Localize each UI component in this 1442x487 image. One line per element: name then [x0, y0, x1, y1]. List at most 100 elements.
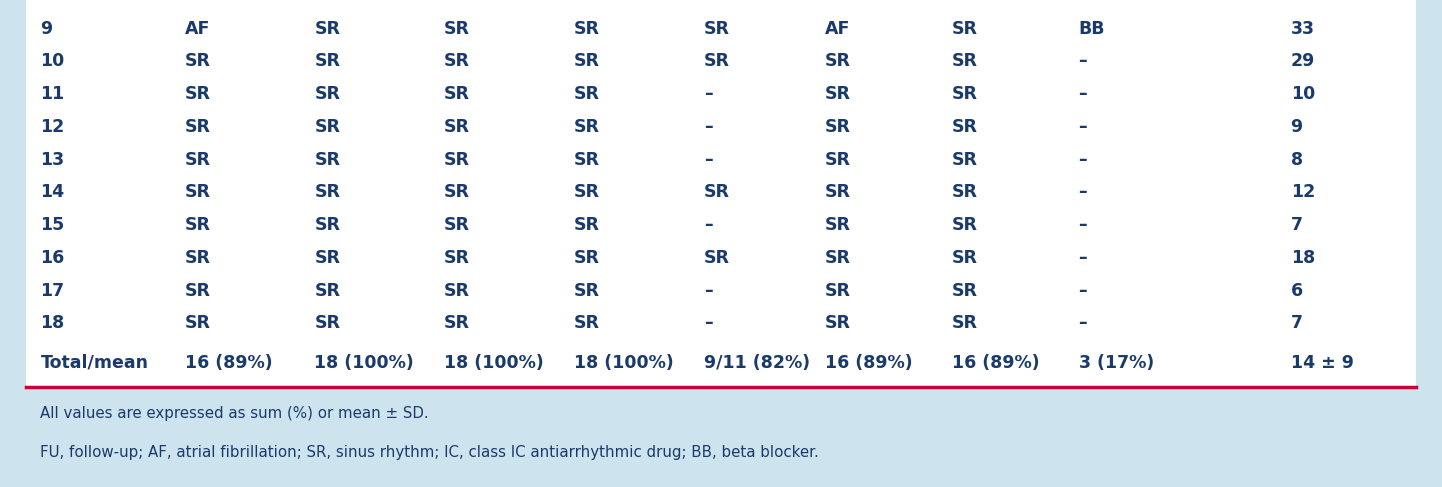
Text: SR: SR — [314, 249, 340, 267]
Text: SR: SR — [825, 150, 851, 169]
Text: SR: SR — [825, 52, 851, 70]
Text: SR: SR — [952, 216, 978, 234]
Text: SR: SR — [314, 52, 340, 70]
Text: SR: SR — [574, 150, 600, 169]
FancyBboxPatch shape — [0, 387, 1442, 487]
Text: SR: SR — [444, 314, 470, 332]
Text: SR: SR — [952, 118, 978, 136]
Text: SR: SR — [185, 216, 211, 234]
Text: SR: SR — [825, 314, 851, 332]
Text: SR: SR — [574, 314, 600, 332]
Text: SR: SR — [444, 19, 470, 37]
Text: SR: SR — [952, 281, 978, 300]
Text: 12: 12 — [40, 118, 65, 136]
Text: SR: SR — [952, 85, 978, 103]
Text: –: – — [1079, 118, 1087, 136]
Text: 6: 6 — [1291, 281, 1302, 300]
Text: AF: AF — [825, 19, 851, 37]
Text: 15: 15 — [40, 216, 65, 234]
Text: SR: SR — [574, 19, 600, 37]
Text: 7: 7 — [1291, 216, 1302, 234]
Text: SR: SR — [444, 85, 470, 103]
Text: 14: 14 — [40, 183, 65, 201]
Text: 9: 9 — [1291, 118, 1302, 136]
Text: Total/mean: Total/mean — [40, 354, 149, 372]
Text: SR: SR — [314, 85, 340, 103]
Text: –: – — [704, 314, 712, 332]
Text: SR: SR — [314, 183, 340, 201]
Text: SR: SR — [185, 118, 211, 136]
Text: SR: SR — [185, 183, 211, 201]
Text: 17: 17 — [40, 281, 65, 300]
Text: –: – — [1079, 85, 1087, 103]
Text: 18 (100%): 18 (100%) — [444, 354, 544, 372]
Text: –: – — [704, 150, 712, 169]
Text: AF: AF — [185, 19, 211, 37]
Text: –: – — [1079, 183, 1087, 201]
Text: –: – — [1079, 150, 1087, 169]
Text: SR: SR — [444, 249, 470, 267]
Text: SR: SR — [185, 281, 211, 300]
Text: SR: SR — [952, 249, 978, 267]
Text: SR: SR — [825, 249, 851, 267]
Text: –: – — [704, 85, 712, 103]
Text: SR: SR — [314, 216, 340, 234]
Text: SR: SR — [314, 314, 340, 332]
Text: 18: 18 — [40, 314, 65, 332]
Text: SR: SR — [952, 150, 978, 169]
Text: SR: SR — [825, 85, 851, 103]
Text: SR: SR — [825, 281, 851, 300]
Text: 16 (89%): 16 (89%) — [825, 354, 913, 372]
Text: 33: 33 — [1291, 19, 1315, 37]
Text: SR: SR — [314, 281, 340, 300]
Text: –: – — [704, 216, 712, 234]
Text: 16: 16 — [40, 249, 65, 267]
Text: SR: SR — [314, 19, 340, 37]
Text: SR: SR — [825, 118, 851, 136]
Text: SR: SR — [704, 52, 730, 70]
Text: 7: 7 — [1291, 314, 1302, 332]
Text: SR: SR — [704, 19, 730, 37]
Text: SR: SR — [952, 52, 978, 70]
Text: SR: SR — [185, 52, 211, 70]
Text: 8: 8 — [1291, 150, 1302, 169]
Text: –: – — [1079, 216, 1087, 234]
Text: 29: 29 — [1291, 52, 1315, 70]
Text: SR: SR — [574, 183, 600, 201]
Text: 10: 10 — [1291, 85, 1315, 103]
Text: BB: BB — [1079, 19, 1105, 37]
Text: 16 (89%): 16 (89%) — [185, 354, 273, 372]
Text: SR: SR — [825, 183, 851, 201]
Text: SR: SR — [952, 183, 978, 201]
Text: SR: SR — [314, 118, 340, 136]
Text: SR: SR — [185, 314, 211, 332]
Text: 18 (100%): 18 (100%) — [314, 354, 414, 372]
Text: SR: SR — [444, 281, 470, 300]
Text: FU, follow-up; AF, atrial fibrillation; SR, sinus rhythm; IC, class IC antiarrhy: FU, follow-up; AF, atrial fibrillation; … — [40, 446, 819, 460]
Text: SR: SR — [952, 19, 978, 37]
Text: –: – — [1079, 314, 1087, 332]
Text: SR: SR — [704, 249, 730, 267]
Text: –: – — [704, 281, 712, 300]
Text: SR: SR — [574, 249, 600, 267]
Text: SR: SR — [574, 118, 600, 136]
Text: SR: SR — [574, 281, 600, 300]
Text: SR: SR — [185, 85, 211, 103]
Text: 16 (89%): 16 (89%) — [952, 354, 1040, 372]
Text: SR: SR — [444, 118, 470, 136]
Text: SR: SR — [185, 150, 211, 169]
Text: SR: SR — [444, 216, 470, 234]
Text: 13: 13 — [40, 150, 65, 169]
Text: SR: SR — [314, 150, 340, 169]
Text: SR: SR — [444, 183, 470, 201]
Text: 12: 12 — [1291, 183, 1315, 201]
Text: –: – — [1079, 281, 1087, 300]
Text: SR: SR — [825, 216, 851, 234]
Text: 18 (100%): 18 (100%) — [574, 354, 673, 372]
Text: 11: 11 — [40, 85, 65, 103]
Text: 9/11 (82%): 9/11 (82%) — [704, 354, 810, 372]
Text: –: – — [704, 118, 712, 136]
Text: 3 (17%): 3 (17%) — [1079, 354, 1154, 372]
Text: SR: SR — [704, 183, 730, 201]
Text: –: – — [1079, 52, 1087, 70]
